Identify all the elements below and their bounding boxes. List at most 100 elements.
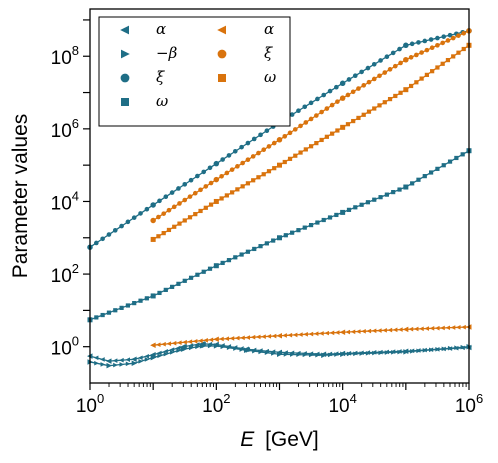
legend-entry: ξ bbox=[120, 68, 165, 86]
series-marker bbox=[450, 325, 456, 330]
series-marker bbox=[170, 350, 175, 355]
series-marker bbox=[214, 199, 219, 204]
series-marker bbox=[156, 214, 161, 220]
series-marker bbox=[166, 227, 172, 233]
series-marker bbox=[361, 83, 367, 88]
series-marker bbox=[251, 136, 257, 142]
legend-entry: α bbox=[120, 20, 166, 38]
legend-entry: ξ bbox=[217, 44, 273, 62]
series-marker bbox=[441, 34, 447, 39]
series-marker bbox=[195, 272, 200, 277]
series-marker bbox=[261, 172, 266, 177]
series-marker bbox=[203, 205, 208, 210]
series-marker bbox=[460, 344, 466, 350]
series-marker bbox=[100, 312, 105, 318]
series-marker bbox=[258, 349, 264, 355]
series-marker bbox=[177, 221, 182, 226]
legend-entry: ω bbox=[121, 92, 168, 110]
series-marker bbox=[207, 343, 213, 349]
series-marker bbox=[264, 350, 270, 356]
series-marker bbox=[393, 93, 398, 99]
series-marker bbox=[289, 112, 295, 117]
series-marker bbox=[410, 349, 415, 354]
legend-label: ξ bbox=[156, 68, 165, 86]
series-marker bbox=[409, 41, 415, 47]
series-marker bbox=[419, 326, 424, 332]
series-marker bbox=[156, 350, 162, 356]
series-marker bbox=[352, 73, 358, 78]
series-marker bbox=[201, 169, 207, 175]
series-marker bbox=[391, 189, 396, 195]
series-marker bbox=[340, 329, 345, 335]
series-marker bbox=[447, 159, 453, 164]
series-marker bbox=[163, 194, 169, 200]
series-marker bbox=[214, 343, 219, 349]
series-blue-square bbox=[87, 148, 472, 323]
series-marker bbox=[429, 45, 435, 51]
series-marker bbox=[384, 54, 390, 60]
series-marker bbox=[298, 332, 303, 337]
series-marker bbox=[429, 170, 434, 175]
legend-marker bbox=[120, 25, 129, 35]
series-marker bbox=[372, 350, 377, 356]
series-marker bbox=[203, 184, 209, 189]
series-marker bbox=[353, 351, 358, 357]
series-marker bbox=[382, 70, 388, 75]
legend-entry: ω bbox=[218, 68, 276, 86]
series-marker bbox=[424, 326, 429, 331]
series-marker bbox=[435, 166, 440, 171]
series-marker bbox=[261, 334, 266, 339]
series-marker bbox=[308, 116, 314, 122]
series-marker bbox=[340, 95, 345, 101]
series-marker bbox=[106, 232, 112, 237]
series-marker bbox=[290, 230, 295, 235]
series-marker bbox=[229, 167, 235, 172]
series-marker bbox=[303, 331, 308, 337]
series-marker bbox=[188, 345, 194, 351]
series-marker bbox=[234, 335, 240, 341]
y-tick-label-0-exp: 0 bbox=[72, 334, 79, 349]
series-marker bbox=[335, 128, 340, 133]
series-marker bbox=[229, 336, 235, 341]
series-marker bbox=[387, 96, 393, 102]
series-marker bbox=[298, 123, 303, 129]
series-marker bbox=[251, 178, 256, 183]
series-marker bbox=[198, 187, 203, 193]
series-marker bbox=[324, 106, 330, 111]
series-marker bbox=[125, 361, 131, 367]
series-marker bbox=[435, 42, 440, 48]
y-tick-label-4-base: 10 bbox=[51, 48, 72, 69]
x-ticks: 100 102 104 106 bbox=[76, 383, 483, 417]
y-tick-label-1: 102 bbox=[51, 261, 79, 287]
series-marker bbox=[235, 164, 240, 169]
series-marker bbox=[277, 163, 282, 168]
series-marker bbox=[416, 40, 421, 45]
series-marker bbox=[461, 46, 466, 52]
series-marker bbox=[214, 161, 219, 166]
series-marker bbox=[187, 339, 193, 345]
series-marker bbox=[329, 330, 335, 336]
series-marker bbox=[315, 352, 320, 358]
series-marker bbox=[303, 147, 308, 152]
series-marker bbox=[201, 341, 206, 347]
series-marker bbox=[334, 212, 339, 218]
x-tick-label-2-base: 10 bbox=[328, 396, 349, 417]
series-marker bbox=[355, 329, 361, 334]
series-marker bbox=[397, 46, 402, 52]
y-tick-label-4: 108 bbox=[51, 43, 79, 69]
series-marker bbox=[340, 210, 345, 215]
series-marker bbox=[283, 233, 288, 238]
series-marker bbox=[226, 258, 232, 263]
series-marker bbox=[314, 141, 319, 146]
series-marker bbox=[365, 65, 371, 71]
series-marker bbox=[151, 237, 156, 242]
series-marker bbox=[232, 148, 238, 154]
series-marker bbox=[346, 77, 352, 82]
series-marker bbox=[391, 350, 396, 355]
series-marker bbox=[132, 301, 137, 306]
series-marker bbox=[264, 128, 270, 134]
series-marker bbox=[264, 241, 269, 246]
series-marker bbox=[94, 360, 99, 366]
series-marker bbox=[416, 348, 421, 354]
